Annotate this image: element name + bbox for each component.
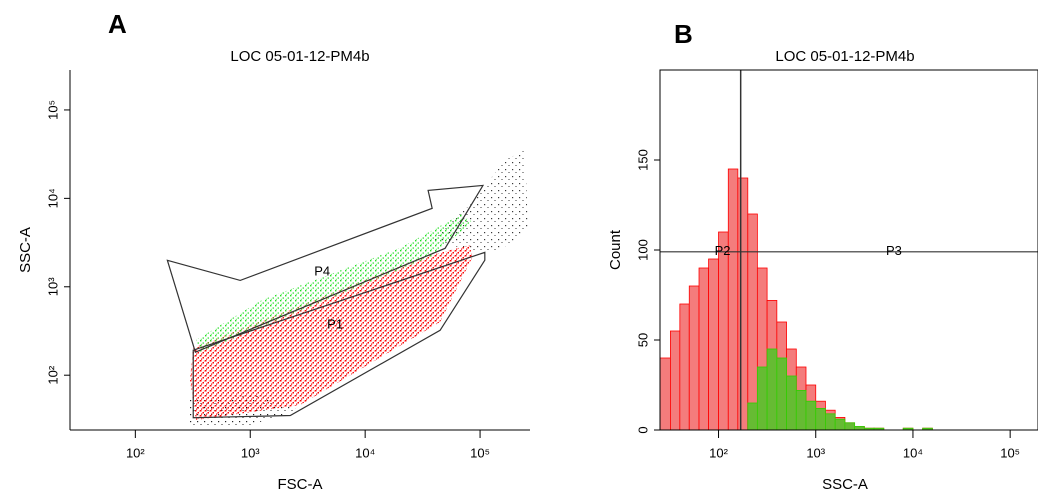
histogram-bar — [854, 425, 865, 431]
x-tick-label: 10³ — [806, 445, 825, 460]
histogram-bar — [718, 231, 729, 431]
x-tick-label: 10⁵ — [470, 445, 490, 460]
histogram-bar — [815, 407, 826, 431]
event-cloud — [188, 150, 528, 428]
histogram-bar — [766, 348, 778, 431]
histogram-bar — [805, 400, 817, 431]
histogram-bar — [747, 402, 758, 431]
panel-letter: B — [674, 19, 693, 49]
x-axis-label: FSC-A — [278, 476, 323, 493]
histogram-bar — [756, 366, 768, 431]
histogram-bar — [747, 213, 758, 431]
histogram-bar — [670, 330, 681, 431]
y-tick-label: 10² — [45, 365, 60, 384]
y-axis-label: Count — [607, 229, 624, 270]
x-tick-label: 10³ — [241, 445, 260, 460]
gate-label: P2 — [715, 243, 731, 258]
histogram-bar — [844, 422, 856, 431]
histogram-bar — [688, 285, 700, 431]
histogram-bar — [727, 168, 739, 431]
histogram-bar — [737, 177, 749, 431]
histogram-bar — [795, 389, 807, 431]
x-tick-label: 10⁵ — [1000, 445, 1020, 460]
histogram-bar — [698, 267, 709, 431]
histogram-bar — [834, 418, 846, 431]
gate-label: P4 — [314, 264, 330, 279]
x-tick-label: 10² — [126, 445, 145, 460]
histogram-bar — [786, 375, 797, 431]
histogram-bar — [825, 413, 836, 431]
x-tick-label: 10⁴ — [355, 445, 375, 460]
gate-label: P1 — [327, 317, 343, 332]
x-tick-label: 10² — [709, 445, 728, 460]
y-tick-label: 0 — [635, 426, 650, 433]
gate — [192, 251, 486, 419]
x-tick-label: 10⁴ — [903, 445, 923, 460]
chart-title: LOC 05-01-12-PM4b — [775, 48, 914, 65]
y-tick-label: 100 — [635, 239, 650, 261]
y-tick-label: 10⁴ — [45, 188, 60, 208]
y-tick-label: 10³ — [45, 277, 60, 296]
gate-label: P3 — [886, 243, 902, 258]
y-tick-label: 50 — [635, 333, 650, 347]
histogram-bar — [776, 357, 787, 431]
y-tick-label: 10⁵ — [45, 100, 60, 120]
y-axis-label: SSC-A — [17, 227, 34, 273]
histogram-bar — [708, 258, 719, 431]
y-tick-label: 150 — [635, 149, 650, 171]
x-axis-label: SSC-A — [822, 476, 868, 493]
histogram-bar — [659, 357, 671, 431]
histogram-bar — [679, 303, 690, 431]
panel-letter: A — [108, 9, 127, 39]
chart-title: LOC 05-01-12-PM4b — [230, 48, 369, 65]
